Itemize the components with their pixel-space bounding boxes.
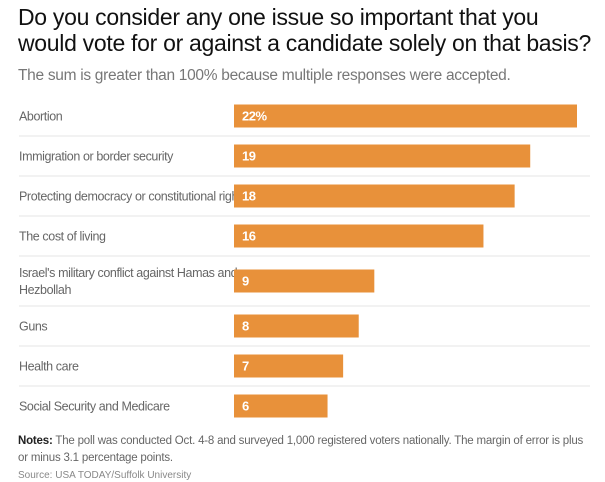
category-label: Social Security and Medicare [19,400,170,414]
chart-subtitle: The sum is greater than 100% because mul… [18,67,511,84]
bar [234,104,577,128]
category-label: Israel's military conflict against Hamas… [19,266,238,297]
bar [234,354,344,378]
bar [234,314,359,338]
chart-source: Source: USA TODAY/Suffolk University [18,470,192,481]
bar [234,224,484,248]
bar-value-label: 18 [242,189,256,204]
category-label: Protecting democracy or constitutional r… [19,190,247,204]
chart-title: Do you consider any one issue so importa… [18,4,592,56]
bar-value-label: 16 [242,229,256,244]
bar-value-label: 8 [242,319,249,334]
bar [234,144,531,168]
bar [234,184,515,208]
bar [234,394,328,418]
category-label: Health care [19,360,79,374]
category-label: Abortion [19,110,63,124]
bar-value-label: 19 [242,149,256,164]
bar-value-label: 22% [242,109,267,124]
notes-text: The poll was conducted Oct. 4-8 and surv… [18,435,584,464]
category-label: Guns [19,320,47,334]
chart-notes: Notes: The poll was conducted Oct. 4-8 a… [18,433,588,467]
category-label: Immigration or border security [19,150,174,164]
category-label: The cost of living [19,230,106,244]
bar-value-label: 9 [242,274,249,289]
bar-value-label: 7 [242,359,249,374]
bar-value-label: 6 [242,399,249,414]
bar [234,269,375,293]
notes-label: Notes: [18,435,53,447]
bar-chart: Abortion 22% Immigration or border securit… [19,104,590,418]
